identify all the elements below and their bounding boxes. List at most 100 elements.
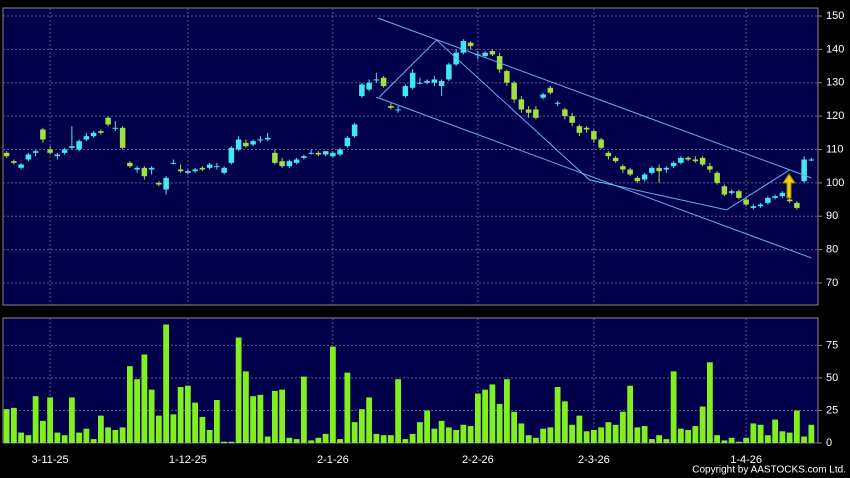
volume-bar	[337, 439, 344, 443]
candle-body	[322, 151, 329, 155]
arrow-icon	[782, 173, 796, 199]
candle-body	[554, 102, 561, 104]
y-tick-label: 25	[826, 404, 838, 416]
y-tick-label: 50	[826, 372, 838, 384]
candle-body	[540, 94, 546, 98]
volume-bar	[76, 432, 83, 443]
volume-bar	[271, 390, 278, 443]
volume-bar	[351, 422, 358, 443]
candle-body	[127, 162, 133, 167]
volume-bar	[699, 406, 706, 443]
volume-bar	[532, 437, 539, 443]
volume-bar	[474, 393, 481, 443]
candle-body	[431, 79, 438, 83]
candle-body	[750, 206, 757, 208]
volume-bar	[380, 435, 387, 443]
volume-bar	[772, 419, 779, 443]
volume-bar	[438, 420, 445, 443]
volume-bar	[242, 371, 249, 443]
candle-body	[83, 136, 90, 140]
volume-bar	[177, 387, 184, 443]
candle-body	[525, 109, 532, 113]
volume-bar	[402, 439, 409, 443]
candle-body	[18, 164, 24, 168]
volume-bar	[387, 435, 394, 443]
volume-bar	[453, 429, 460, 443]
volume-bar	[199, 416, 206, 443]
candle-body	[11, 161, 17, 163]
volume-bar	[206, 429, 213, 443]
volume-bar	[757, 424, 764, 443]
candle-body	[808, 159, 815, 161]
candle-body	[279, 161, 285, 167]
candle-body	[757, 204, 764, 207]
candle-body	[235, 139, 242, 150]
candle-body	[54, 154, 61, 157]
y-tick-label: 110	[826, 143, 844, 155]
candle-body	[641, 174, 648, 180]
candle-body	[250, 141, 256, 145]
candle-body	[801, 159, 807, 182]
volume-bar	[424, 410, 431, 443]
volume-bar	[141, 354, 148, 443]
y-tick-label: 70	[826, 277, 838, 289]
plot-layer: 70 80 90 100 110 120 130 140 150 0 25 50 75 3-11-25 1-…	[3, 8, 844, 466]
y-tick-label: 100	[826, 177, 844, 189]
candle-body	[170, 162, 177, 164]
candle-body	[489, 51, 496, 55]
volume-bar	[764, 435, 771, 443]
volume-bar	[112, 429, 119, 443]
candle-body	[649, 167, 655, 173]
trend-line	[376, 96, 812, 259]
candle-body	[547, 87, 554, 93]
candle-body	[308, 152, 314, 154]
candle-body	[257, 139, 264, 141]
volume-bar	[583, 431, 590, 443]
candle-body	[598, 139, 604, 148]
candle-body	[330, 152, 336, 157]
candle-body	[438, 81, 445, 87]
volume-bar	[250, 396, 257, 443]
candle-body	[685, 157, 691, 160]
candle-body	[98, 131, 104, 133]
volume-bar	[634, 427, 641, 443]
volume-bar	[235, 337, 242, 443]
volume-bar	[105, 427, 112, 443]
candle-body	[221, 167, 227, 173]
candle-body	[243, 142, 249, 147]
volume-bar	[590, 429, 597, 443]
volume-bar	[503, 379, 510, 443]
volume-bar	[619, 411, 626, 443]
candle-body	[612, 157, 619, 162]
candle-body	[156, 182, 162, 185]
candle-body	[199, 167, 206, 170]
candle-body	[344, 137, 351, 147]
volume-bar	[525, 435, 532, 443]
volume-bar	[10, 407, 17, 443]
volume-bar	[670, 371, 677, 443]
volume-bar	[170, 414, 177, 443]
candle-body	[315, 152, 322, 155]
volume-bar	[786, 432, 793, 443]
candle-body	[779, 192, 786, 197]
candle-body	[380, 77, 387, 87]
volume-bar	[409, 433, 416, 443]
volume-bar	[547, 427, 554, 443]
volume-bar	[358, 409, 365, 443]
candle-body	[337, 149, 343, 155]
volume-bar	[257, 394, 264, 443]
candle-body	[736, 191, 742, 198]
volume-bar	[721, 440, 728, 443]
candle-body	[3, 152, 10, 157]
candle-body	[678, 157, 684, 163]
candle-body	[141, 167, 148, 177]
candle-body	[605, 152, 612, 157]
volume-bar	[54, 432, 61, 443]
volume-bar	[61, 435, 68, 443]
volume-bar	[735, 441, 742, 443]
candle-body	[264, 137, 271, 140]
candle-body	[388, 106, 394, 108]
candle-body	[569, 116, 575, 123]
candle-body	[105, 117, 111, 125]
candle-body	[460, 41, 467, 53]
